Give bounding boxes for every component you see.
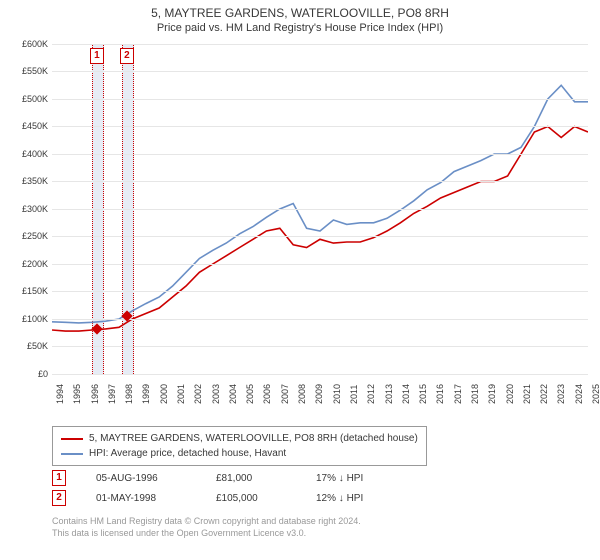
sales-table: 1 05-AUG-1996 £81,000 17% ↓ HPI 2 01-MAY-1998… <box>52 468 406 508</box>
x-axis-label: 2013 <box>384 384 394 404</box>
legend-label: 5, MAYTREE GARDENS, WATERLOOVILLE, PO8 8… <box>89 431 418 446</box>
gridline <box>52 346 588 347</box>
gridline <box>52 71 588 72</box>
y-axis-label: £350K <box>2 176 48 186</box>
footer-line-2: This data is licensed under the Open Gov… <box>52 528 361 540</box>
sale-row: 1 05-AUG-1996 £81,000 17% ↓ HPI <box>52 468 406 488</box>
chart-area: 12 £0 £50K £100K £150K £200K £250K £300K £350K £… <box>0 38 600 418</box>
legend-row: HPI: Average price, detached house, Hava… <box>61 446 418 461</box>
sale-row-number: 2 <box>52 490 66 506</box>
legend-row: 5, MAYTREE GARDENS, WATERLOOVILLE, PO8 8… <box>61 431 418 446</box>
footer-line-1: Contains HM Land Registry data © Crown c… <box>52 516 361 528</box>
sale-row-price: £105,000 <box>216 493 286 504</box>
x-axis-label: 2018 <box>470 384 480 404</box>
legend-swatch <box>61 453 83 455</box>
x-axis-label: 2012 <box>366 384 376 404</box>
x-axis-label: 2020 <box>505 384 515 404</box>
gridline <box>52 291 588 292</box>
x-axis-label: 2022 <box>539 384 549 404</box>
x-axis-label: 2014 <box>401 384 411 404</box>
y-axis-label: £150K <box>2 286 48 296</box>
sale-marker-number: 1 <box>90 48 104 64</box>
x-axis-label: 2021 <box>522 384 532 404</box>
sale-marker-number: 2 <box>120 48 134 64</box>
gridline <box>52 44 588 45</box>
chart-title: 5, MAYTREE GARDENS, WATERLOOVILLE, PO8 8… <box>0 0 600 22</box>
x-axis-label: 2025 <box>591 384 600 404</box>
y-axis-label: £400K <box>2 149 48 159</box>
gridline <box>52 236 588 237</box>
y-axis-label: £300K <box>2 204 48 214</box>
gridline <box>52 99 588 100</box>
y-axis-label: £0 <box>2 369 48 379</box>
x-axis-label: 2002 <box>193 384 203 404</box>
y-axis-label: £500K <box>2 94 48 104</box>
x-axis-label: 2010 <box>332 384 342 404</box>
x-axis-label: 2019 <box>487 384 497 404</box>
y-axis-label: £100K <box>2 314 48 324</box>
y-axis-label: £200K <box>2 259 48 269</box>
x-axis-label: 2003 <box>211 384 221 404</box>
sale-row-pct: 12% ↓ HPI <box>316 493 406 504</box>
x-axis-label: 2024 <box>574 384 584 404</box>
gridline <box>52 264 588 265</box>
footer-attribution: Contains HM Land Registry data © Crown c… <box>52 516 361 539</box>
gridline <box>52 181 588 182</box>
x-axis-label: 1995 <box>72 384 82 404</box>
x-axis-label: 2000 <box>159 384 169 404</box>
gridline <box>52 154 588 155</box>
sale-row-date: 05-AUG-1996 <box>96 473 186 484</box>
x-axis-label: 2009 <box>314 384 324 404</box>
x-axis-label: 2004 <box>228 384 238 404</box>
plot-region: 12 <box>52 44 588 374</box>
legend-swatch <box>61 438 83 440</box>
y-axis-label: £550K <box>2 66 48 76</box>
x-axis-label: 2011 <box>349 384 359 403</box>
sale-row: 2 01-MAY-1998 £105,000 12% ↓ HPI <box>52 488 406 508</box>
sale-row-date: 01-MAY-1998 <box>96 493 186 504</box>
y-axis-label: £250K <box>2 231 48 241</box>
legend: 5, MAYTREE GARDENS, WATERLOOVILLE, PO8 8… <box>52 426 427 466</box>
x-axis-label: 2015 <box>418 384 428 404</box>
x-axis-label: 2017 <box>453 384 463 404</box>
series-line <box>52 126 588 331</box>
gridline <box>52 126 588 127</box>
y-axis-label: £50K <box>2 341 48 351</box>
x-axis-label: 1997 <box>107 384 117 404</box>
x-axis-label: 2016 <box>435 384 445 404</box>
gridline <box>52 209 588 210</box>
sale-row-pct: 17% ↓ HPI <box>316 473 406 484</box>
gridline <box>52 319 588 320</box>
x-axis-label: 1994 <box>55 384 65 404</box>
series-line <box>52 85 588 323</box>
x-axis-label: 2023 <box>556 384 566 404</box>
legend-label: HPI: Average price, detached house, Hava… <box>89 446 286 461</box>
x-axis-label: 1996 <box>90 384 100 404</box>
y-axis-label: £450K <box>2 121 48 131</box>
x-axis-label: 2007 <box>280 384 290 404</box>
x-axis-label: 1999 <box>141 384 151 404</box>
chart-subtitle: Price paid vs. HM Land Registry's House … <box>0 22 600 38</box>
x-axis-label: 2006 <box>262 384 272 404</box>
sale-row-number: 1 <box>52 470 66 486</box>
gridline <box>52 374 588 375</box>
x-axis-label: 2001 <box>176 384 186 404</box>
x-axis-label: 1998 <box>124 384 134 404</box>
y-axis-label: £600K <box>2 39 48 49</box>
x-axis-label: 2005 <box>245 384 255 404</box>
x-axis-label: 2008 <box>297 384 307 404</box>
sale-row-price: £81,000 <box>216 473 286 484</box>
